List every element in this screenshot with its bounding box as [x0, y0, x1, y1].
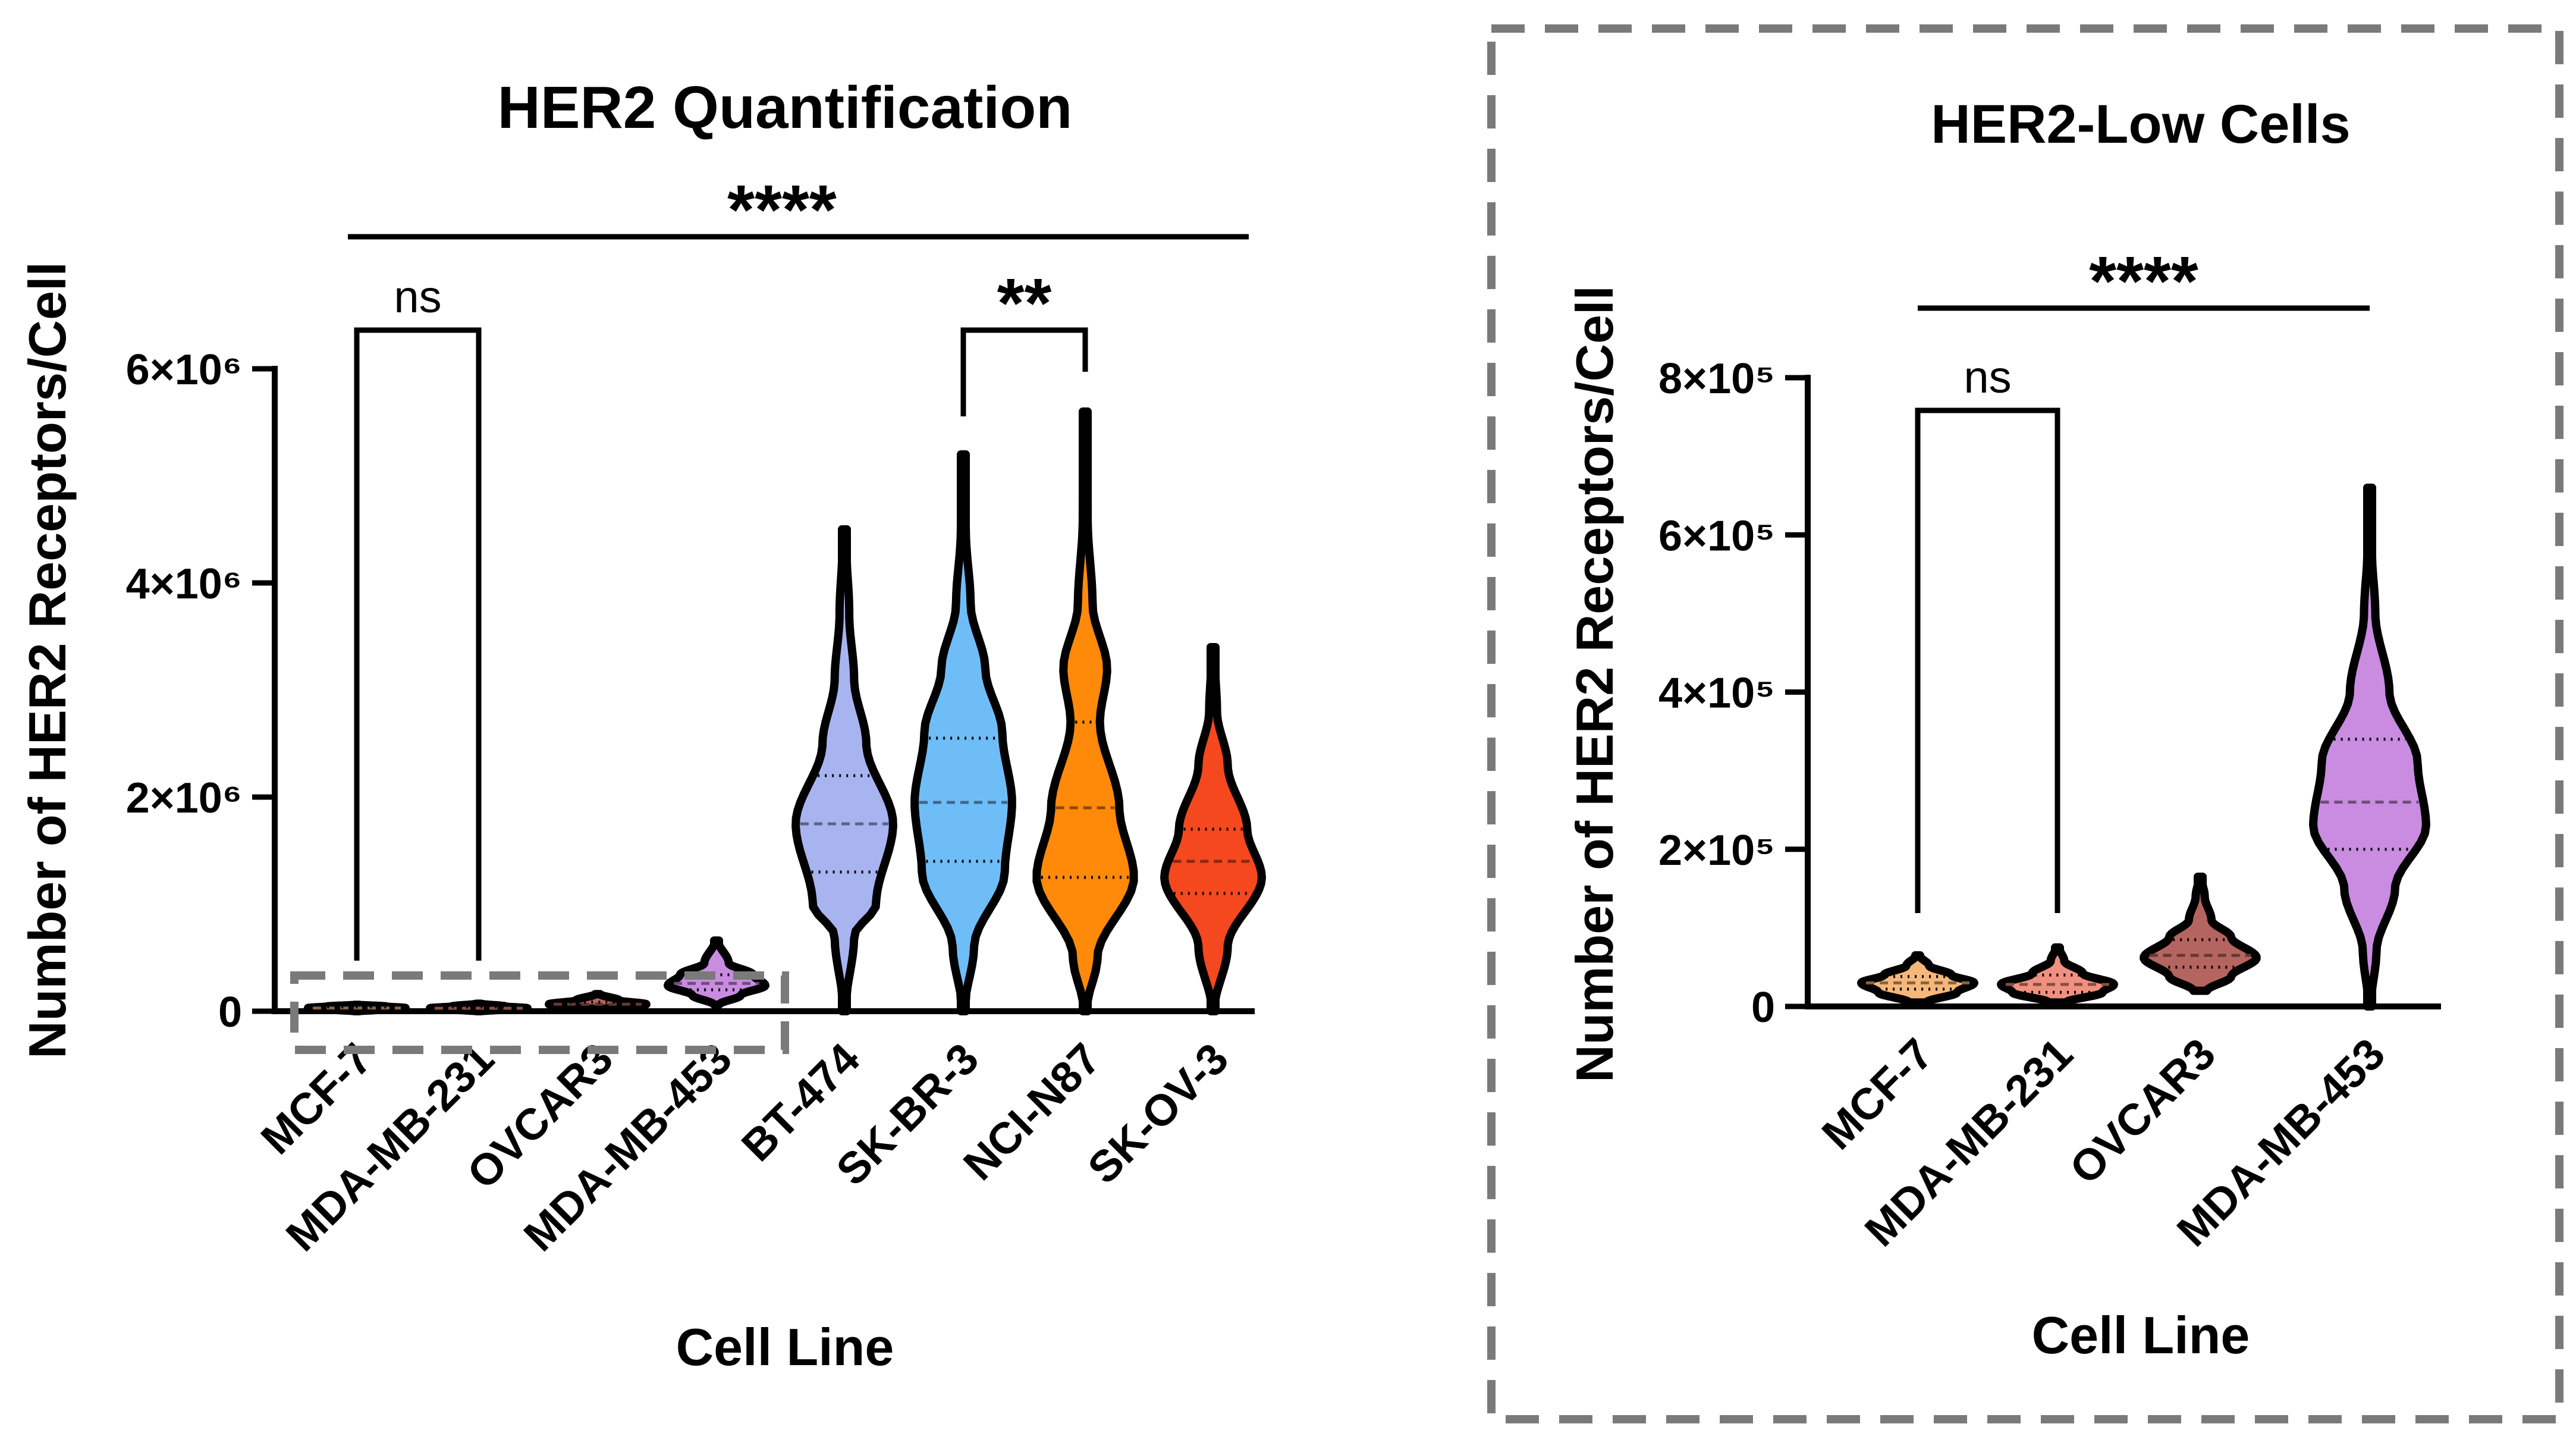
violin-ovcar3 — [545, 990, 651, 1014]
y-tick-label: 2×10⁵ — [1658, 827, 1775, 874]
y-tick-label: 0 — [1751, 984, 1775, 1031]
significance-label: ns — [1964, 352, 2011, 403]
significance-label: **** — [2089, 242, 2198, 321]
x-axis-label: Cell Line — [2032, 1306, 2250, 1365]
y-tick-label: 2×10⁶ — [126, 774, 242, 822]
x-tick-label-mda-mb-453: MDA-MB-453 — [514, 1034, 741, 1260]
significance-bracket — [354, 327, 482, 961]
violin-nci-n87 — [1032, 407, 1138, 1015]
significance-bracket — [1915, 407, 2060, 913]
panel-her2-quantification: HER2 Quantification Number of HER2 Recep… — [18, 74, 1266, 1376]
y-tick-label: 6×10⁵ — [1658, 512, 1775, 560]
significance-label: ns — [394, 272, 441, 322]
violin-sk-br-3 — [910, 450, 1016, 1015]
y-axis-label: Number of HER2 Receptors/Cell — [18, 262, 77, 1059]
significance-label: ** — [997, 264, 1052, 343]
panel-her2-low-cells: HER2-Low Cells Number of HER2 Receptors/… — [1565, 94, 2441, 1365]
violin-bt-474 — [791, 525, 897, 1015]
chart-title: HER2-Low Cells — [1931, 94, 2350, 155]
x-tick-label-mcf-7: MCF-7 — [1812, 1029, 1943, 1159]
x-tick-label-mda-mb-231: MDA-MB-231 — [277, 1034, 503, 1260]
y-tick-label: 8×10⁵ — [1658, 355, 1775, 403]
violin-mcf-7 — [1857, 951, 1978, 1007]
y-axis-label: Number of HER2 Receptors/Cell — [1565, 286, 1624, 1083]
y-tick-label: 6×10⁶ — [126, 346, 242, 394]
y-tick-label: 0 — [218, 989, 242, 1036]
significance-bracket — [960, 327, 1088, 416]
x-tick-label-sk-ov-3: SK-OV-3 — [1078, 1034, 1237, 1193]
x-axis-label: Cell Line — [676, 1318, 894, 1376]
y-tick-label: 4×10⁵ — [1658, 670, 1775, 717]
significance-label: **** — [727, 171, 837, 249]
violin-mda-mb-453 — [2309, 484, 2430, 1011]
highlight-box — [290, 971, 789, 1054]
violin-ovcar3 — [2140, 873, 2261, 995]
y-tick-label: 4×10⁶ — [126, 560, 242, 608]
x-tick-label-ovcar3: OVCAR3 — [2060, 1029, 2225, 1194]
chart-title: HER2 Quantification — [498, 74, 1073, 141]
